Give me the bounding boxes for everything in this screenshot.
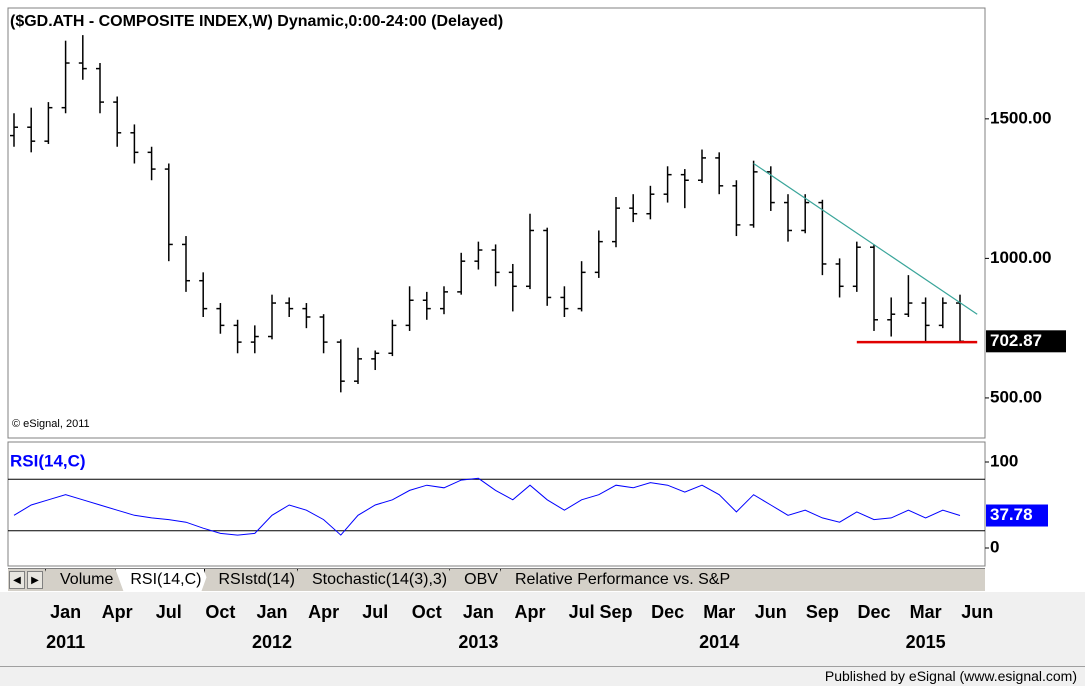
tab-bar: ◀ ▶ Volume RSI(14,C) RSIstd(14) Stochastic(… xyxy=(8,568,985,591)
x-tick-label: Oct xyxy=(205,602,235,622)
year-label: 2013 xyxy=(458,632,498,652)
x-tick-label: Mar xyxy=(703,602,735,622)
rsi-last-box xyxy=(986,504,1048,527)
tab[interactable]: RSI(14,C) xyxy=(115,569,209,591)
rsi-last-label: 37.78 xyxy=(990,505,1033,524)
x-tick-label: Dec xyxy=(651,602,684,622)
x-tick-label: Oct xyxy=(412,602,442,622)
x-tick-label: Jun xyxy=(755,602,787,622)
date-axis-bg xyxy=(0,592,1085,666)
year-label: 2012 xyxy=(252,632,292,652)
tab[interactable]: Stochastic(14(3),3) xyxy=(297,569,455,591)
background xyxy=(0,0,1085,592)
x-tick-label: Jan xyxy=(256,602,287,622)
last-price-box xyxy=(986,330,1066,353)
x-tick-label: Jun xyxy=(961,602,993,622)
rsi-label: RSI(14,C) xyxy=(10,451,86,470)
last-price-label: 702.87 xyxy=(990,331,1042,350)
x-tick-label: Jul xyxy=(569,602,595,622)
tab[interactable]: OBV xyxy=(449,569,506,591)
tab[interactable]: RSIstd(14) xyxy=(204,569,303,591)
x-tick-label: Sep xyxy=(806,602,839,622)
tab[interactable]: Volume xyxy=(45,569,121,591)
scroll-right[interactable]: ▶ xyxy=(27,571,43,589)
x-tick-label: Jul xyxy=(362,602,388,622)
x-tick-label: Apr xyxy=(515,602,546,622)
x-tick-label: Apr xyxy=(308,602,339,622)
rsi-tick-label: 0 xyxy=(990,537,999,556)
x-tick-label: Apr xyxy=(102,602,133,622)
x-tick-label: Sep xyxy=(599,602,632,622)
year-label: 2014 xyxy=(699,632,739,652)
trend-line xyxy=(753,162,978,315)
chart-title: ($GD.ATH - COMPOSITE INDEX,W) Dynamic,0:… xyxy=(10,13,503,30)
y-tick-label: 500.00 xyxy=(990,387,1042,406)
scroll-left[interactable]: ◀ xyxy=(9,571,25,589)
tab[interactable]: Relative Performance vs. S&P xyxy=(500,569,738,591)
x-tick-label: Jul xyxy=(156,602,182,622)
footer: Published by eSignal (www.esignal.com) xyxy=(0,666,1085,686)
rsi-line xyxy=(13,477,961,536)
x-tick-label: Mar xyxy=(910,602,942,622)
x-tick-label: Dec xyxy=(857,602,890,622)
y-tick-label: 1500.00 xyxy=(990,108,1051,127)
price-panel xyxy=(7,7,986,439)
year-label: 2015 xyxy=(906,632,946,652)
watermark: © eSignal, 2011 xyxy=(12,418,90,430)
x-tick-label: Jan xyxy=(50,602,81,622)
rsi-panel xyxy=(7,441,986,567)
chart: ($GD.ATH - COMPOSITE INDEX,W) Dynamic,0:… xyxy=(0,0,1085,666)
y-tick-label: 1000.00 xyxy=(990,248,1051,267)
rsi-tick-label: 100 xyxy=(990,451,1018,470)
year-label: 2011 xyxy=(46,632,85,652)
x-tick-label: Jan xyxy=(463,602,494,622)
